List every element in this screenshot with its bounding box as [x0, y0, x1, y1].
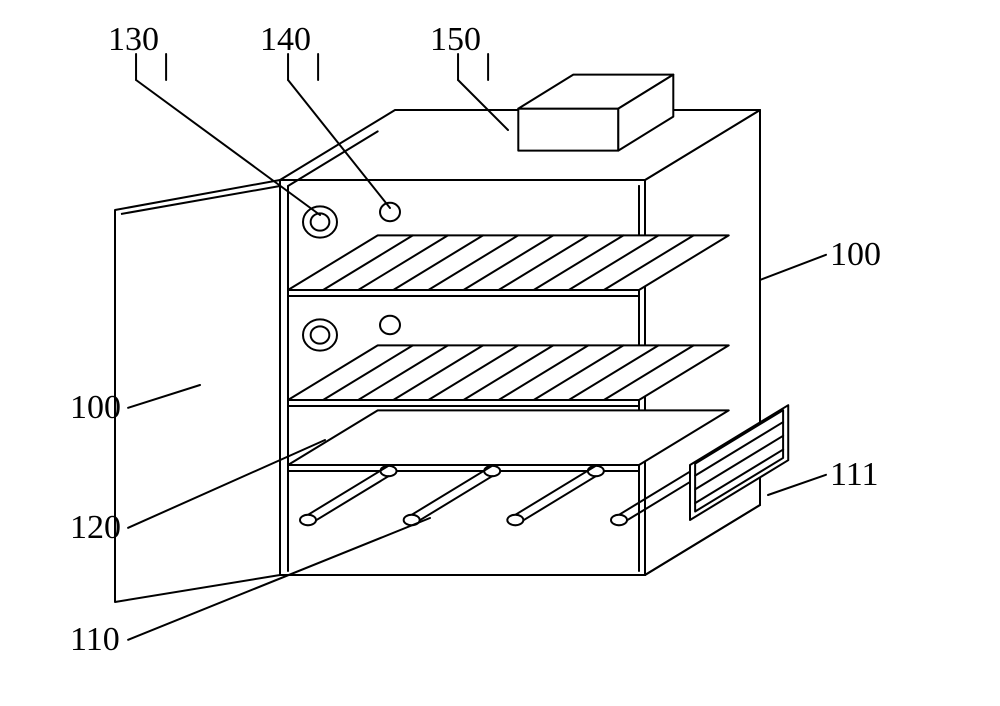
lbl-100-left: 100	[70, 389, 121, 426]
lbl-110: 110	[70, 621, 120, 658]
lbl-100-right: 100	[830, 236, 881, 273]
door	[115, 180, 280, 602]
lbl-120: 120	[70, 509, 121, 546]
lbl-111: 111	[830, 456, 878, 493]
lbl-130: 130	[108, 21, 159, 58]
cabinet-body	[280, 110, 760, 575]
lbl-150: 150	[430, 21, 481, 58]
lbl-140: 140	[260, 21, 311, 58]
